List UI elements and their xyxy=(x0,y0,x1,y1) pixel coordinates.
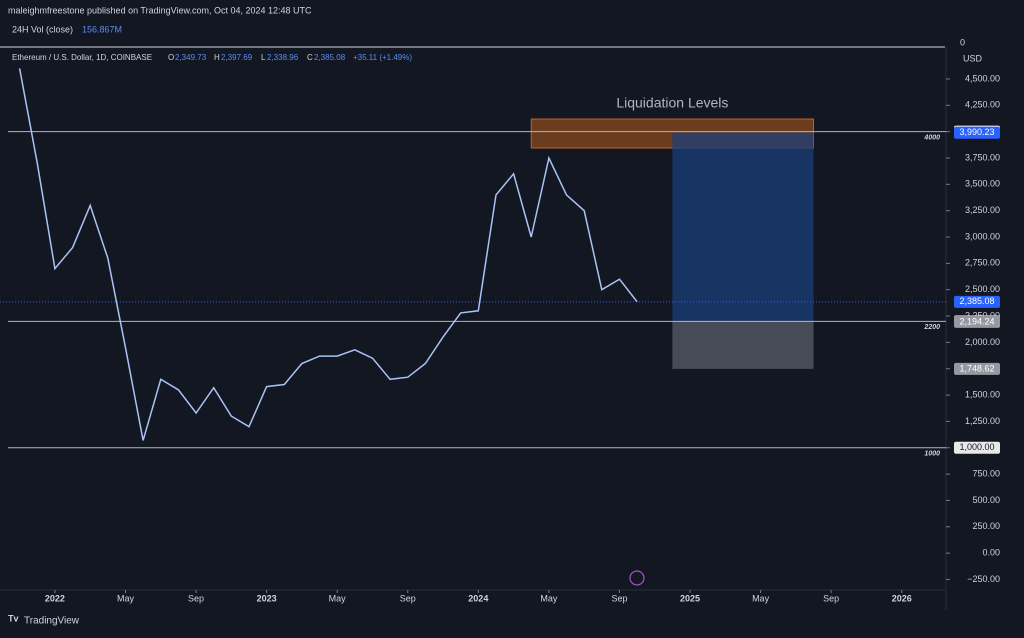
h-key: H xyxy=(214,53,220,62)
x-tick-label: May xyxy=(752,593,770,603)
level-label: 2200 xyxy=(923,324,940,331)
x-tick-label: 2026 xyxy=(892,593,912,603)
price-tag xyxy=(954,315,1000,328)
price-tag-label: 3,990.23 xyxy=(959,127,994,137)
price-tag-label: 2,385.08 xyxy=(959,296,994,306)
y-tick-label: 2,000.00 xyxy=(965,337,1000,347)
y-tick-label: 3,250.00 xyxy=(965,205,1000,215)
h-value: 2,397.69 xyxy=(221,53,253,62)
c-value: 2,385.08 xyxy=(314,53,346,62)
y-tick-label: 500.00 xyxy=(972,495,1000,505)
level-label: 1000 xyxy=(924,451,940,458)
currency: USD xyxy=(963,53,983,63)
level-label: 4000 xyxy=(923,135,940,142)
o-key: O xyxy=(168,53,174,62)
x-tick-label: Sep xyxy=(611,593,627,603)
price-tag xyxy=(954,126,1000,139)
y-tick-label: 0.00 xyxy=(982,547,1000,557)
publisher: maleighmfreestone published on TradingVi… xyxy=(8,5,312,15)
x-tick-label: May xyxy=(117,593,135,603)
x-tick-label: May xyxy=(329,593,347,603)
change: +35.11 (+1.49%) xyxy=(353,53,412,62)
x-tick-label: May xyxy=(540,593,558,603)
symbol-title: Ethereum / U.S. Dollar, 1D, COINBASE xyxy=(12,53,152,62)
x-tick-label: Sep xyxy=(400,593,416,603)
y-tick-label: −250.00 xyxy=(967,574,1000,584)
zone xyxy=(672,321,814,369)
y-tick-label: 1,500.00 xyxy=(965,389,1000,399)
volume-title: 24H Vol (close) xyxy=(12,24,73,34)
y-tick-label: 750.00 xyxy=(972,468,1000,478)
l-value: 2,338.96 xyxy=(267,53,299,62)
l-key: L xyxy=(261,53,266,62)
y-tick-label: 250.00 xyxy=(972,521,1000,531)
x-tick-label: Sep xyxy=(823,593,839,603)
o-value: 2,349.73 xyxy=(175,53,207,62)
price-tag-label: 1,748.62 xyxy=(959,363,994,373)
zone-label: Liquidation Levels xyxy=(616,95,728,111)
y-tick-label: 2,500.00 xyxy=(965,284,1000,294)
x-tick-label: 2024 xyxy=(468,593,488,603)
y-tick-label: 3,500.00 xyxy=(965,179,1000,189)
footer-brand: TradingView xyxy=(24,616,80,627)
y-tick-label: 1,250.00 xyxy=(965,416,1000,426)
price-tag-label: 1,000.00 xyxy=(959,442,994,452)
tv-logo: ᵀᵛ xyxy=(8,612,19,627)
y-tick-label: 2,750.00 xyxy=(965,258,1000,268)
price-tag-label: 2,194.24 xyxy=(959,316,994,326)
y-tick-label: 4,250.00 xyxy=(965,100,1000,110)
x-tick-label: 2022 xyxy=(45,593,65,603)
flash-icon[interactable] xyxy=(629,570,645,586)
price-tag xyxy=(954,362,1000,375)
y-tick-label: 3,750.00 xyxy=(965,152,1000,162)
price-tag xyxy=(954,441,1000,454)
x-tick-label: 2023 xyxy=(257,593,277,603)
volume-zero: 0 xyxy=(960,37,965,47)
zone xyxy=(672,132,814,322)
price-tag xyxy=(954,295,1000,308)
x-tick-label: 2025 xyxy=(680,593,700,603)
y-tick-label: 3,000.00 xyxy=(965,231,1000,241)
volume-value: 156.867M xyxy=(82,24,122,34)
c-key: C xyxy=(307,53,313,62)
y-tick-label: 4,500.00 xyxy=(965,73,1000,83)
footer-bar xyxy=(0,610,1024,633)
price-line xyxy=(18,68,638,441)
x-tick-label: Sep xyxy=(188,593,204,603)
